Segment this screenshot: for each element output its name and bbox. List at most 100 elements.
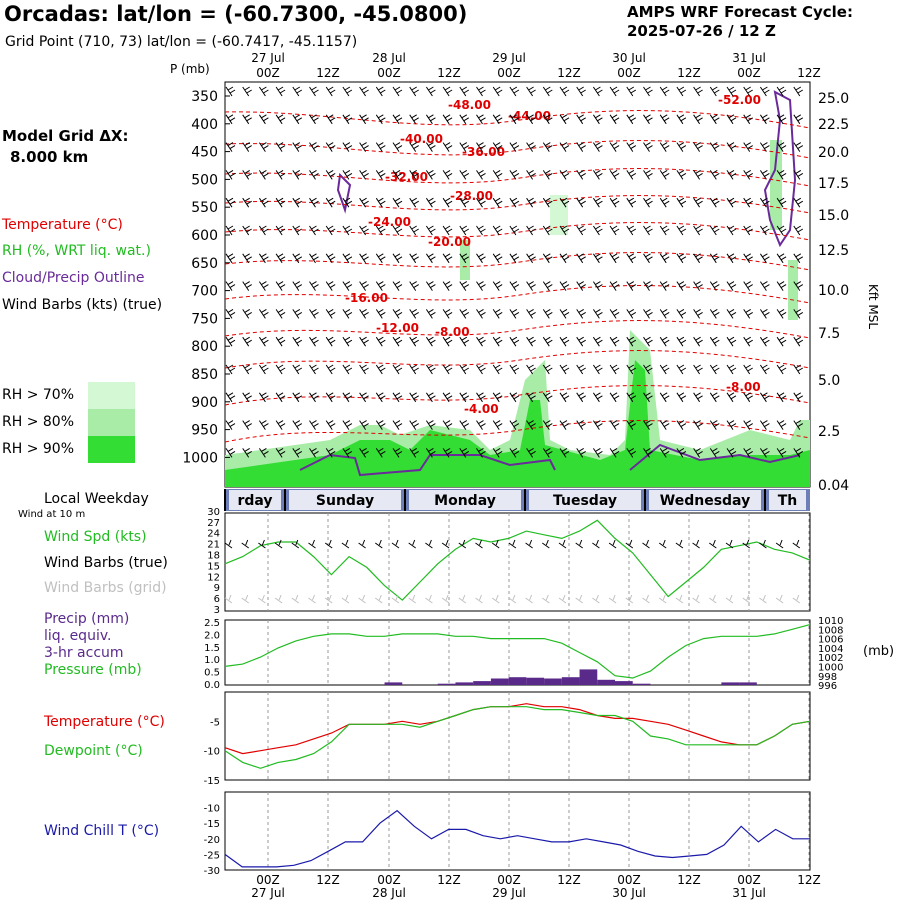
wind-barb [676,364,687,375]
wind-barb [743,364,753,375]
wind-barb [676,308,687,319]
temperature-label: -32.00 [385,170,428,184]
wind-barb [793,447,804,458]
time-tick-top: 12Z [316,66,340,80]
wind-barb [392,197,403,208]
legend-wind-barbs-grid: Wind Barbs (grid) [44,580,167,596]
wind-barb [526,169,536,180]
wind-barb [643,142,653,152]
date-label-bottom: 28 Jul [372,886,406,900]
legend-wind-speed: Wind Spd (kts) [44,529,147,545]
wind-barb [542,392,553,403]
wind-barb [476,336,486,347]
wind-barb [643,86,653,97]
pressure-tick-label: 700 [191,284,218,300]
wind-barb [476,364,486,375]
legend-rh-80: RH > 80% [2,414,75,430]
height-tick-label: 17.5 [818,176,849,192]
weekday-cell [229,490,281,510]
surface-wind-barb [592,539,600,549]
temperature-label: -36.00 [462,145,505,159]
surface-wind-barb [675,539,684,549]
wind-barb [559,308,570,319]
surface-wind-barb-grid [274,594,283,604]
wind-barb [442,392,453,403]
wind-barb [325,142,336,152]
wind-barb [359,447,369,458]
wind-barb [342,420,353,430]
wind-barb [359,420,369,430]
wind-barb [509,169,520,180]
wind-barb [375,281,386,291]
time-tick-bottom: 12Z [557,873,581,887]
wind-barb [359,336,369,347]
wind-barb [459,225,470,236]
wind-barb [576,364,586,375]
wind-barb [258,169,269,180]
wind-barb [509,336,520,347]
wind-barb [626,281,637,291]
wind-barb [743,281,753,291]
surface-wind-barb-grid [224,594,233,604]
wind-barb [743,447,753,458]
surface-wind-barb [792,539,801,549]
wind-barb [459,253,470,264]
pressure-tick-label: 650 [191,256,218,272]
wind-barb [292,197,303,208]
wind-barb [676,447,687,458]
wind-barb [542,447,553,458]
pressure-right-tick: 996 [818,681,837,692]
wind-barb [392,364,403,375]
wind-barb [258,308,269,319]
wind-barb [643,281,653,291]
surface-wind-barb [291,539,300,549]
surface-wind-barb-grid [658,594,667,604]
wind-barb [743,142,753,152]
wind-barb [392,420,403,430]
wind-barb [225,281,236,291]
temperature-line [224,703,811,755]
wind-barb [793,253,804,264]
wind-barb [292,336,303,347]
wind-barb [726,308,737,319]
wind-barb [592,197,603,208]
height-tick-label: 22.5 [818,117,849,133]
wind-barb [592,169,603,180]
pressure-right-tick: 1008 [818,625,843,636]
wind-barb [292,308,303,319]
surface-wind-barb-grid [525,594,533,604]
wind-barb [526,281,536,291]
temperature-contour [224,285,811,304]
wind-barb [225,197,236,208]
wind-barb [676,197,687,208]
wind-barb [425,86,436,97]
legend-dewpoint: Dewpoint (°C) [44,743,143,759]
surface-wind-barb-grid [324,594,333,604]
wind-barb [643,169,653,180]
pressure-tick-label: 750 [191,311,218,327]
wind-barb [476,281,486,291]
wind-barb [693,86,703,97]
wind-barb [342,142,353,152]
wind-barb [242,447,252,458]
wind-barb [526,364,536,375]
wind-barb [559,142,570,152]
wind-barb [793,86,804,97]
wind-barb [576,447,586,458]
wind-barb [509,281,520,291]
surface-wind-barb [692,539,700,549]
legend-pressure: Pressure (mb) [44,662,142,678]
wind-barb [225,142,236,152]
wind-barb [292,114,303,125]
wind-barb [275,197,286,208]
temperature-contour [224,385,811,406]
wind-barb [292,392,303,403]
wind-barb [342,364,353,375]
wind-barb [258,142,269,152]
wind-barb [409,364,419,375]
pressure-tick-label: 800 [191,339,218,355]
wind-barb [626,253,637,264]
surface-wind-barb-grid [575,594,583,604]
wind-barb [309,86,319,97]
wind-barb [643,392,653,403]
